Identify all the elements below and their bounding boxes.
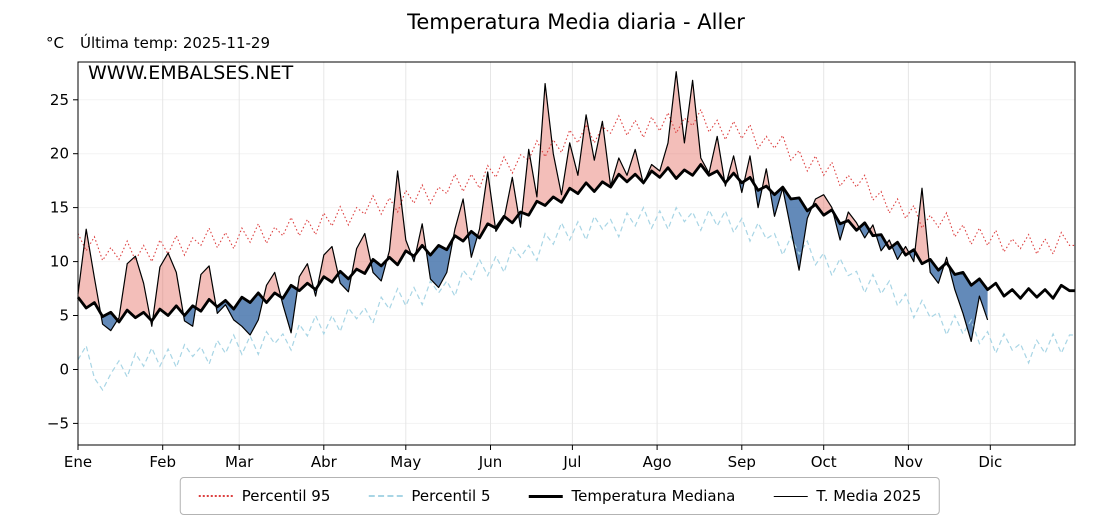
y-tick-label: 10 — [50, 253, 69, 271]
lightblue-dashed-line-sample-icon — [368, 495, 403, 497]
y-tick-label: 5 — [59, 307, 69, 325]
legend-label-t-media-2025: T. Media 2025 — [816, 487, 922, 505]
legend-item-percentil-5: Percentil 5 — [368, 487, 490, 505]
x-tick-label: Jul — [562, 453, 581, 471]
percentil-5-line — [77, 206, 1075, 392]
x-tick-label: May — [390, 453, 421, 471]
percentil-95-line — [77, 108, 1075, 263]
y-tick-label: 0 — [59, 361, 69, 379]
legend-label-percentil-95: Percentil 95 — [241, 487, 331, 505]
y-tick-label: −5 — [47, 414, 69, 432]
chart-title: Temperatura Media diaria - Aller — [406, 10, 745, 34]
last-temp-label: Última temp: 2025-11-29 — [80, 33, 270, 52]
x-tick-label: Mar — [225, 453, 254, 471]
red-dotted-line-sample-icon — [198, 495, 233, 497]
y-axis-unit-label: °C — [46, 34, 64, 52]
legend-label-temperatura-mediana: Temperatura Mediana — [571, 487, 736, 505]
x-tick-label: Ene — [64, 453, 92, 471]
chart-legend: Percentil 95 Percentil 5 Temperatura Med… — [179, 477, 941, 515]
legend-label-percentil-5: Percentil 5 — [411, 487, 491, 505]
x-tick-label: Oct — [811, 453, 837, 471]
x-tick-label: Sep — [728, 453, 756, 471]
x-tick-label: Jun — [478, 453, 502, 471]
black-thick-line-sample-icon — [528, 494, 563, 498]
temperature-chart: −5 0 5 10 15 20 25 Ene Feb Mar Abr May Jun Jul Ago Sep O… — [46, 10, 1076, 471]
y-tick-label: 15 — [50, 199, 69, 217]
x-tick-label: Dic — [978, 453, 1002, 471]
temperatura-mediana-line — [76, 163, 1075, 324]
plot-border — [77, 61, 1076, 446]
y-tick-label: 20 — [50, 145, 69, 163]
y-tick-label: 25 — [50, 91, 69, 109]
watermark-text: WWW.EMBALSES.NET — [88, 62, 294, 84]
black-thin-line-sample-icon — [773, 495, 808, 497]
x-tick-label: Nov — [894, 453, 923, 471]
x-tick-label: Feb — [149, 453, 176, 471]
x-tick-label: Ago — [643, 453, 672, 471]
legend-item-temperatura-mediana: Temperatura Mediana — [528, 487, 735, 505]
t-media-2025-line — [77, 71, 989, 342]
legend-item-percentil-95: Percentil 95 — [198, 487, 331, 505]
legend-item-t-media-2025: T. Media 2025 — [773, 487, 921, 505]
plot-area: −5 0 5 10 15 20 25 Ene Feb Mar Abr May Jun Jul Ago Sep O… — [47, 61, 1076, 471]
x-tick-label: Abr — [311, 453, 338, 471]
